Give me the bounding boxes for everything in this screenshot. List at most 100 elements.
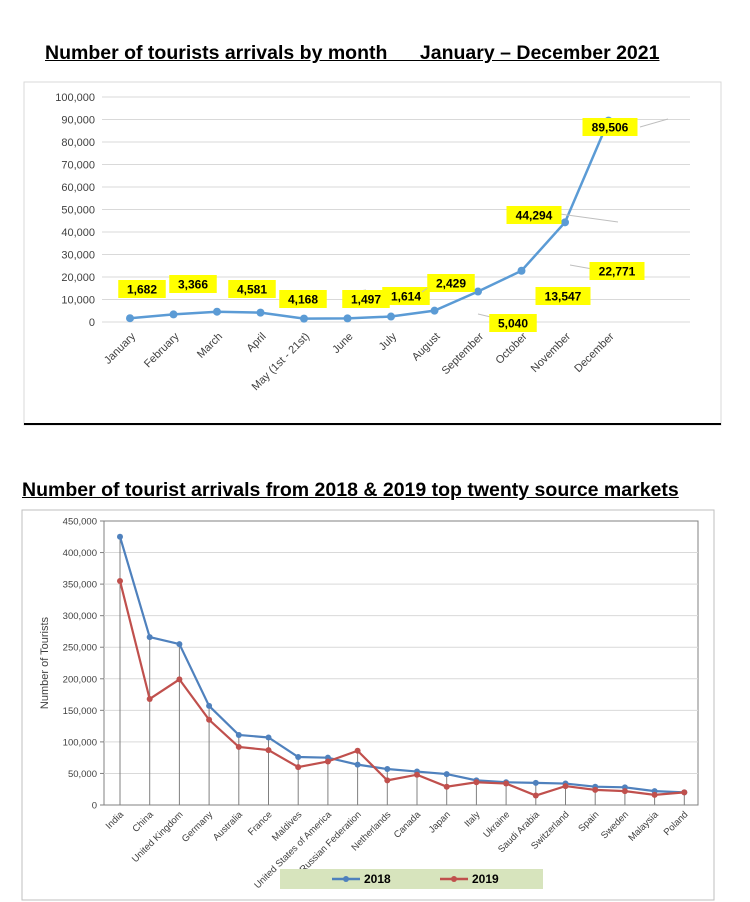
chart2-ytick: 300,000 xyxy=(63,611,97,622)
chart1-ytick: 90,000 xyxy=(61,115,95,127)
chart1-data-label-box xyxy=(589,262,645,280)
chart2-ytick: 450,000 xyxy=(63,517,97,528)
legend-label-2018: 2018 xyxy=(364,872,391,886)
chart2-point-2019 xyxy=(532,792,539,799)
chart2-ytick: 400,000 xyxy=(63,548,97,559)
chart1-title: Number of tourists arrivals by month Jan… xyxy=(45,42,660,64)
chart1-data-label-box xyxy=(506,206,562,224)
chart2-point-2019 xyxy=(443,783,450,790)
chart1-ytick: 80,000 xyxy=(61,137,95,149)
chart1-data-label-box xyxy=(169,275,217,293)
chart1-data-label: 13,547 xyxy=(545,290,582,304)
legend-label-2019: 2019 xyxy=(472,872,499,886)
chart1-ytick: 20,000 xyxy=(61,272,95,284)
chart1-point xyxy=(213,307,221,316)
chart1-point xyxy=(343,314,352,323)
chart1-frame xyxy=(23,81,722,426)
chart1-point xyxy=(387,312,395,321)
chart1-ytick: 100,000 xyxy=(55,92,95,104)
chart2-point-2019 xyxy=(414,771,420,778)
chart1-point xyxy=(126,314,134,323)
chart2-point-2018 xyxy=(206,702,213,709)
chart2-point-2018 xyxy=(265,734,272,741)
chart2-point-2019 xyxy=(176,676,183,683)
chart2-point-2019 xyxy=(295,764,302,771)
chart2-point-2019 xyxy=(117,577,123,584)
chart1-label-leader xyxy=(559,213,619,223)
chart2-ytick: 150,000 xyxy=(63,706,97,717)
chart1-point xyxy=(561,218,569,227)
chart2-point-2019 xyxy=(384,777,391,784)
chart1-series-line xyxy=(129,120,610,320)
chart2-point-2019 xyxy=(651,791,658,798)
chart1-point xyxy=(256,308,265,317)
chart2-point-2018 xyxy=(532,779,539,786)
chart2-ylabel: Number of Tourists xyxy=(39,616,51,709)
chart1-point xyxy=(300,314,308,323)
chart2-point-2018 xyxy=(384,766,391,773)
chart2-ytick: 0 xyxy=(92,801,97,812)
legend-marker-2019 xyxy=(451,876,457,882)
chart2-point-2019 xyxy=(503,780,510,787)
chart1-data-label: 4,581 xyxy=(237,283,267,297)
chart2-point-2018 xyxy=(235,731,242,738)
chart2-point-2018 xyxy=(146,634,153,641)
chart1-ytick: 50,000 xyxy=(61,205,95,217)
chart2-point-2019 xyxy=(473,779,480,786)
chart1-data-label-box xyxy=(582,118,638,136)
chart1-ytick: 70,000 xyxy=(61,160,95,172)
chart2-ytick: 50,000 xyxy=(68,769,97,780)
chart2-point-2019 xyxy=(324,758,331,765)
chart2-point-2019 xyxy=(562,783,569,790)
chart2-ytick: 100,000 xyxy=(63,737,97,748)
chart2-plot-area xyxy=(103,520,699,806)
chart2-series-line-2019 xyxy=(118,580,685,797)
chart2-point-2019 xyxy=(146,695,153,702)
chart1-label-leader xyxy=(639,118,669,128)
chart2-ytick: 350,000 xyxy=(63,580,97,591)
chart1-data-label-box xyxy=(427,274,475,292)
chart2-title: Number of tourist arrivals from 2018 & 2… xyxy=(22,479,679,501)
chart1-data-label: 2,429 xyxy=(436,277,466,291)
chart1-data-label: 1,682 xyxy=(127,283,157,297)
chart1-point xyxy=(430,306,439,315)
chart1-data-label: 3,366 xyxy=(178,278,208,292)
chart1-ytick: 10,000 xyxy=(61,295,95,307)
chart1-data-label: 22,771 xyxy=(599,265,636,279)
chart2-point-2019 xyxy=(265,747,272,754)
chart2-point-2018 xyxy=(354,761,361,768)
chart1-point xyxy=(517,266,526,275)
chart2-point-2019 xyxy=(354,747,361,754)
chart2-legend xyxy=(280,869,543,889)
chart2-ytick: 200,000 xyxy=(63,674,97,685)
chart2-point-2019 xyxy=(592,786,599,793)
chart1-data-label-box xyxy=(279,290,327,308)
chart2-point-2018 xyxy=(117,533,123,540)
chart1-ytick: 60,000 xyxy=(61,182,95,194)
chart1-data-label: 1,614 xyxy=(391,290,421,304)
chart1-point xyxy=(474,287,482,296)
chart1-data-label-box xyxy=(342,290,390,308)
chart2-point-2018 xyxy=(295,754,302,761)
chart2-point-2018 xyxy=(176,641,183,648)
chart1-data-label-box xyxy=(489,314,537,332)
chart1-data-label: 4,168 xyxy=(288,293,318,307)
chart1-ytick: 40,000 xyxy=(61,227,95,239)
legend-marker-2018 xyxy=(343,876,349,882)
chart1-ytick: 0 xyxy=(89,317,95,329)
chart2-series-line-2018 xyxy=(118,536,685,794)
chart1-data-label: 5,040 xyxy=(498,317,528,331)
chart2-point-2019 xyxy=(206,716,213,723)
chart1-data-label-box xyxy=(118,280,166,298)
chart2-point-2018 xyxy=(443,771,450,778)
chart1-data-label-box xyxy=(228,280,276,298)
chart1-data-label: 89,506 xyxy=(592,121,629,135)
chart1-data-label: 44,294 xyxy=(516,209,553,223)
chart1-data-label: 1,497 xyxy=(351,293,381,307)
chart1-ytick: 30,000 xyxy=(61,250,95,262)
chart1-data-label-box xyxy=(535,287,591,305)
chart2-point-2019 xyxy=(621,788,628,795)
chart1-point xyxy=(169,310,178,319)
chart1-data-label-box xyxy=(382,287,430,305)
